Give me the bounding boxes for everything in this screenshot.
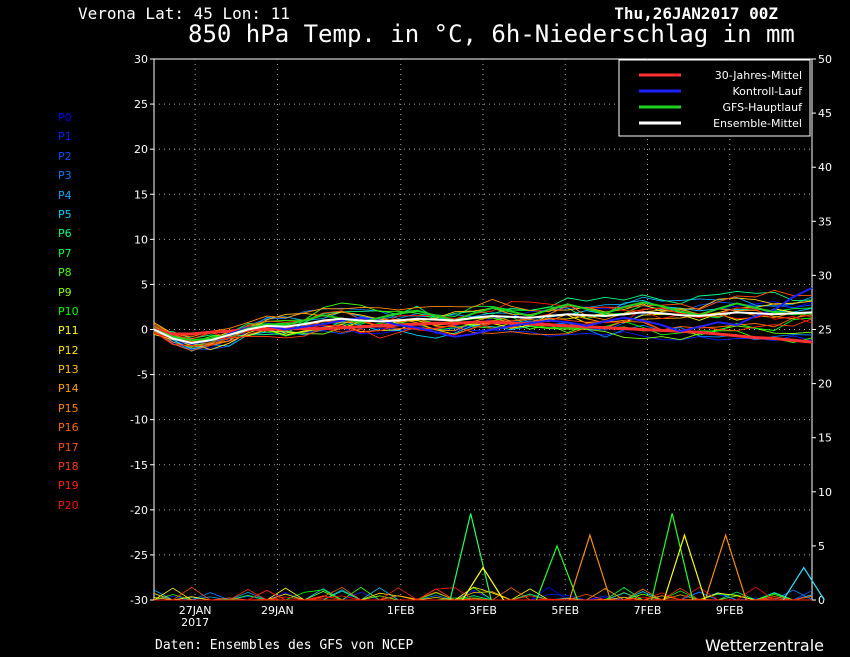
- precip-peak: [651, 513, 694, 601]
- member-label-p8: P8: [58, 266, 72, 280]
- member-label-p1: P1: [58, 130, 72, 144]
- member-label-p5: P5: [58, 207, 72, 221]
- member-label-p10: P10: [58, 304, 79, 318]
- legend-label: Kontroll-Lauf: [733, 85, 804, 98]
- run-date: Thu,26JAN2017 00Z: [614, 4, 778, 23]
- member-line-p4: [153, 296, 813, 352]
- chart-title: 850 hPa Temp. in °C, 6h-Niederschlag in …: [188, 20, 795, 48]
- member-label-p12: P12: [58, 343, 79, 357]
- brand-logo-text: Wetterzentrale: [704, 636, 824, 655]
- tick-label-x: 27JAN: [179, 604, 212, 617]
- tick-label-left: -10: [130, 414, 148, 427]
- member-label-p2: P2: [58, 149, 72, 163]
- tick-label-right: 5: [818, 540, 825, 553]
- tick-label-left: -25: [130, 549, 148, 562]
- member-line-p8: [153, 302, 813, 344]
- tick-label-right: 25: [818, 324, 832, 337]
- precip-peak: [568, 533, 612, 601]
- tick-label-right: 45: [818, 107, 832, 120]
- tick-label-right: 50: [818, 53, 832, 66]
- precip-peak: [449, 513, 492, 601]
- tick-label-left: 30: [134, 53, 148, 66]
- member-label-p9: P9: [58, 285, 72, 299]
- tick-label-x: 1FEB: [387, 604, 415, 617]
- tick-label-left: 25: [134, 98, 148, 111]
- tick-label-left: 5: [141, 278, 148, 291]
- tick-label-right: 20: [818, 378, 832, 391]
- tick-label-right: 0: [818, 594, 825, 607]
- member-label-p19: P19: [58, 479, 79, 493]
- precip-peak: [704, 533, 747, 601]
- tick-sublabel-x: 2017: [181, 616, 209, 629]
- data-source: Daten: Ensembles des GFS von NCEP: [155, 638, 414, 653]
- member-label-p3: P3: [58, 169, 72, 183]
- precip-peak: [663, 533, 706, 601]
- member-label-p6: P6: [58, 227, 72, 241]
- tick-label-left: 20: [134, 143, 148, 156]
- series-line-climate: [153, 320, 813, 344]
- tick-label-left: 10: [134, 233, 148, 246]
- member-label-p13: P13: [58, 363, 79, 377]
- member-label-p16: P16: [58, 421, 79, 435]
- tick-label-left: -30: [130, 594, 148, 607]
- station-label: Verona Lat: 45 Lon: 11: [78, 4, 290, 23]
- tick-label-left: 0: [141, 324, 148, 337]
- member-label-p11: P11: [58, 324, 79, 338]
- tick-label-left: 15: [134, 188, 148, 201]
- legend-label: GFS-Hauptlauf: [722, 101, 803, 114]
- tick-label-right: 40: [818, 161, 832, 174]
- member-label-p15: P15: [58, 401, 79, 415]
- tick-label-left: -15: [130, 459, 148, 472]
- member-label-p4: P4: [58, 188, 72, 202]
- tick-label-x: 29JAN: [261, 604, 294, 617]
- tick-label-x: 3FEB: [469, 604, 497, 617]
- tick-label-x: 9FEB: [716, 604, 744, 617]
- member-label-p20: P20: [58, 498, 79, 512]
- member-label-p17: P17: [58, 440, 79, 454]
- precip-peak: [535, 544, 579, 601]
- member-label-p18: P18: [58, 460, 79, 474]
- tick-label-right: 15: [818, 432, 832, 445]
- tick-label-left: -5: [137, 369, 148, 382]
- member-labels: P0 P1 P2 P3 P4 P5 P6 P7 P8 P9 P10 P11 P12 P13 P14 P15 P1…: [58, 108, 79, 515]
- tick-label-x: 5FEB: [551, 604, 579, 617]
- member-label-p0: P0: [58, 111, 72, 124]
- member-label-p14: P14: [58, 382, 79, 396]
- tick-label-right: 10: [818, 486, 832, 499]
- tick-label-x: 7FEB: [634, 604, 662, 617]
- precip-peak: [461, 566, 505, 601]
- member-label-p7: P7: [58, 246, 72, 260]
- tick-label-right: 30: [818, 269, 832, 282]
- legend-label: Ensemble-Mittel: [713, 117, 802, 130]
- tick-label-right: 35: [818, 215, 832, 228]
- series-line-mean: [153, 311, 813, 345]
- tick-label-left: -20: [130, 504, 148, 517]
- series-line-main: [153, 301, 813, 342]
- legend-label: 30-Jahres-Mittel: [715, 69, 802, 82]
- precip-peak: [782, 566, 825, 601]
